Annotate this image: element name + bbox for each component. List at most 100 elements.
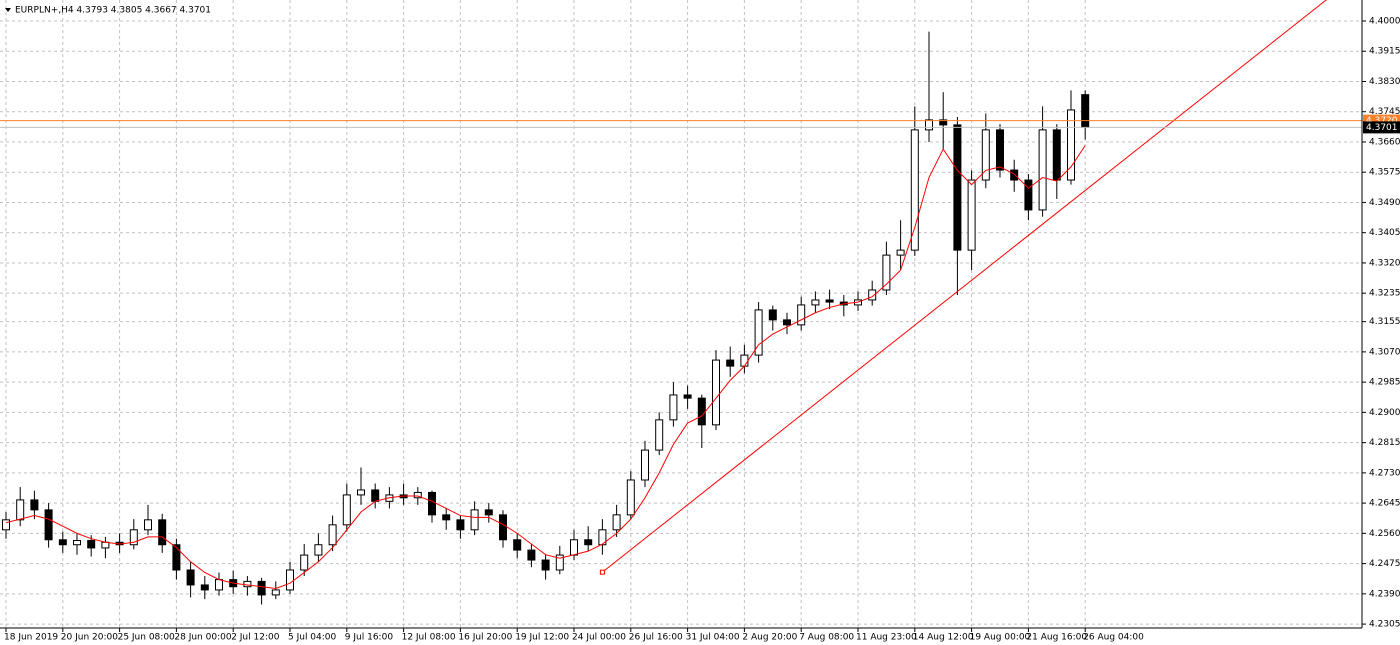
candle-body [470,509,479,531]
candle-body [555,554,564,571]
candle-body [44,509,53,541]
candle-body [697,397,706,426]
candle-body [527,549,536,561]
candle-body [144,519,152,531]
candle-body [783,319,791,326]
y-tick-label: 4.4000 [1369,16,1400,26]
y-tick-label: 4.3155 [1369,317,1400,327]
candle-body [740,354,749,367]
candle-body [683,394,692,399]
candle-body [910,129,919,251]
candle-body [129,529,138,546]
candle-body [200,584,209,591]
candle-body [939,119,948,126]
candle-body [243,580,252,588]
candle-body [797,304,806,326]
candle-body [825,299,834,303]
x-tick-label: 26 Aug 04:00 [1083,633,1144,643]
candle-body [1081,94,1090,128]
candle-body [513,539,522,551]
x-tick-label: 18 Jun 2019 [4,633,58,643]
x-tick-label: 31 Jul 04:00 [686,633,740,643]
x-tick-label: 11 Aug 23:00 [856,633,917,643]
candle-body [16,499,25,521]
candle-body [570,539,578,556]
y-tick-label: 4.2985 [1369,378,1400,388]
candle-body [101,541,110,549]
x-tick-label: 16 Jul 20:00 [458,633,512,643]
candle-body [73,539,81,546]
candle-body [456,519,465,531]
x-tick-label: 9 Jul 16:00 [345,633,394,643]
y-tick-label: 4.2560 [1369,529,1400,539]
candle-body [413,491,422,499]
x-tick-label: 26 Jul 16:00 [629,633,683,643]
candle-body [328,524,337,546]
moving-average-line [5,145,1086,590]
candle-body [30,499,39,511]
candle-body [1067,109,1075,181]
candle-body [669,394,678,421]
candle-body [754,309,763,356]
candle-body [499,514,507,541]
candle-body [811,299,820,306]
y-tick-label: 4.3235 [1369,289,1400,299]
candle-body [342,494,351,526]
x-tick-label: 5 Jul 04:00 [288,633,337,643]
y-tick-label: 4.3745 [1369,107,1400,117]
x-tick-label: 14 Aug 12:00 [913,633,974,643]
ask-price-label: 4.3720 [1366,116,1398,126]
candle-body [967,179,976,251]
candle-body [541,559,550,571]
candle-body [314,544,323,556]
y-tick-label: 4.3575 [1369,168,1400,178]
candle-body [768,309,777,321]
candle-body [2,519,10,531]
x-tick-label: 7 Aug 08:00 [799,633,854,643]
candle-body [186,569,195,586]
y-tick-label: 4.3405 [1369,228,1400,238]
candle-body [584,539,593,546]
x-tick-label: 25 Jun 08:00 [118,633,175,643]
candle-body [58,539,67,546]
candle-body [925,119,933,131]
x-tick-label: 24 Jul 00:00 [572,633,626,643]
candle-body [428,491,436,516]
candle-body [1024,179,1033,211]
candle-body [371,489,380,502]
y-tick-label: 4.3320 [1369,258,1400,268]
y-tick-label: 4.2390 [1369,589,1400,599]
candle-body [655,419,664,451]
y-tick-label: 4.2730 [1369,468,1400,478]
candle-body [357,489,365,496]
x-tick-label: 19 Jul 12:00 [515,633,569,643]
candle-body [953,124,962,251]
candle-body [300,554,309,571]
x-tick-label: 21 Aug 16:00 [1026,633,1087,643]
y-tick-label: 4.3915 [1369,47,1400,57]
y-tick-label: 4.2900 [1369,408,1400,418]
y-tick-label: 4.2815 [1369,438,1400,448]
x-tick-label: 19 Aug 00:00 [970,633,1031,643]
y-tick-label: 4.3660 [1369,137,1400,147]
trendline-anchor [599,569,605,575]
candle-body [896,249,905,256]
candle-body [286,569,294,591]
candle-body [996,129,1004,171]
last-price-label: 4.3701 [1366,123,1398,133]
candle-body [172,544,181,571]
candle-body [442,514,451,521]
candle-body [271,589,280,596]
y-tick-label: 4.2645 [1369,499,1400,509]
candle-body [484,509,493,516]
candle-body [712,359,720,426]
x-tick-label: 2 Jul 12:00 [231,633,280,643]
x-tick-label: 2 Aug 20:00 [742,633,797,643]
candle-body [1052,129,1061,181]
symbol-menu-arrow[interactable] [5,8,11,12]
chart-title: EURPLN+,H4 4.3793 4.3805 4.3667 4.3701 [15,6,211,16]
y-tick-label: 4.3830 [1369,77,1400,87]
candle-body [257,580,266,596]
